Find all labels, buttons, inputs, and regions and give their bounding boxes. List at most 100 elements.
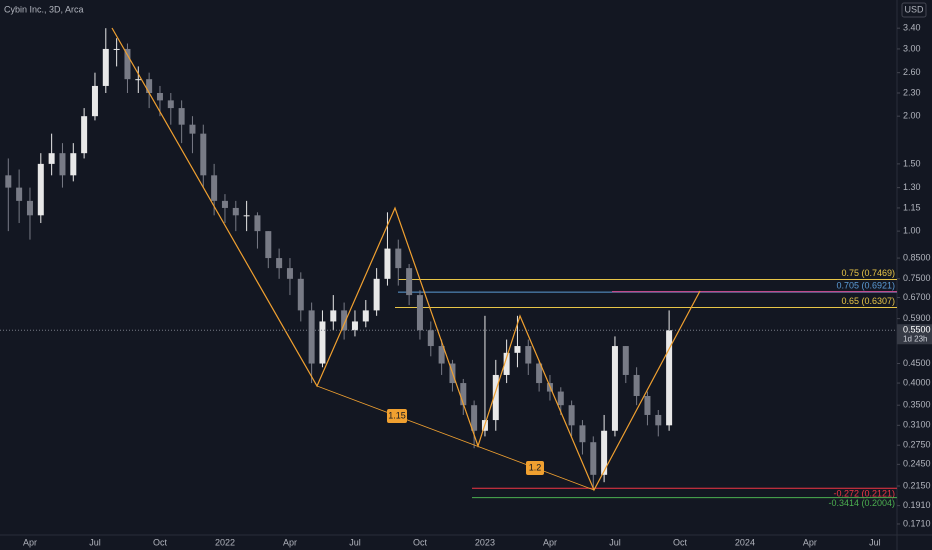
x-tick-label: 2022: [215, 537, 235, 547]
candle-body: [384, 248, 391, 279]
x-tick-label: Jul: [349, 537, 361, 547]
x-tick-label: Apr: [543, 537, 557, 547]
candle-body: [557, 391, 564, 406]
fib-label: -0.3414 (0.2004): [828, 498, 895, 508]
candle-body: [568, 405, 575, 426]
candle-body: [590, 442, 597, 475]
pattern-base: [316, 385, 595, 491]
fib-label: 0.75 (0.7469): [841, 268, 895, 278]
y-tick-label: 1.50: [903, 158, 921, 168]
candle-body: [666, 330, 673, 426]
currency[interactable]: USD: [904, 4, 924, 14]
candle-body: [622, 346, 629, 375]
y-tick-label: 1.15: [903, 202, 921, 212]
fib-label: -0.272 (0.2121): [833, 489, 895, 499]
candle-body: [200, 133, 207, 176]
currency-box[interactable]: [901, 2, 927, 18]
x-tick-label: Oct: [413, 537, 428, 547]
candle-body: [286, 268, 293, 279]
fib-label: 0.65 (0.6307): [841, 296, 895, 306]
y-tick-label: 0.7500: [903, 273, 931, 283]
candle-body: [297, 278, 304, 311]
x-tick-label: 2024: [735, 537, 755, 547]
candle-body: [37, 163, 44, 216]
candle-body: [276, 258, 283, 269]
y-tick-label: 0.8500: [903, 252, 931, 262]
candle-body: [471, 405, 478, 431]
y-tick-label: 0.2750: [903, 440, 931, 450]
y-tick-label: 2.30: [903, 87, 921, 97]
x-tick-label: Apr: [23, 537, 37, 547]
candle-body: [81, 116, 88, 154]
y-tick-label: 2.00: [903, 111, 921, 121]
x-tick-label: Apr: [283, 537, 297, 547]
candle-body: [124, 48, 131, 80]
candle-body: [492, 374, 499, 421]
pattern-label: 1.15: [388, 410, 406, 420]
y-tick-label: 3.00: [903, 43, 921, 53]
harmonic-pattern: 1.15 1.2: [111, 27, 701, 492]
y-tick-label: 0.2150: [903, 480, 931, 490]
candle-body: [178, 108, 185, 125]
candle-body: [308, 310, 315, 364]
countdown: 1d 23h: [903, 334, 927, 343]
candle-body: [330, 310, 337, 322]
candle-body: [525, 346, 532, 364]
candle-body: [514, 346, 521, 353]
candle-body: [536, 363, 543, 384]
candle-body: [265, 231, 272, 259]
x-tick-label: Oct: [153, 537, 168, 547]
candle-body: [91, 85, 98, 117]
pattern-label-box: [387, 409, 407, 423]
candle-body: [341, 310, 348, 331]
last-price-tag: [897, 324, 932, 345]
x-tick-label: Jul: [869, 537, 881, 547]
candle-body: [59, 153, 66, 176]
candle-body: [601, 430, 608, 475]
y-tick-label: 0.2450: [903, 459, 931, 469]
candle-body: [16, 187, 23, 201]
y-tick-label: 0.1910: [903, 500, 931, 510]
fib-layer: 0.75 (0.7469) 0.705 (0.6921) 0.65 (0.6307)…: [395, 268, 897, 508]
last-price-label: 0.5500: [903, 325, 931, 335]
y-tick-label: 0.6700: [903, 292, 931, 302]
candle-body: [189, 124, 196, 134]
candle-body: [416, 295, 423, 331]
candle-body: [644, 395, 651, 415]
y-tick-label: 0.4500: [903, 358, 931, 368]
y-tick-label: 0.4000: [903, 377, 931, 387]
y-tick-label: 3.40: [903, 23, 921, 33]
y-tick-label: 2.60: [903, 67, 921, 77]
candle-body: [48, 153, 55, 164]
chart-title: Cybin Inc., 3D, Arca: [4, 4, 84, 14]
x-tick-label: Apr: [803, 537, 817, 547]
candle-body: [167, 100, 174, 109]
candle-body: [319, 321, 326, 364]
candle-body: [135, 79, 142, 81]
candle-body: [146, 79, 153, 94]
candle-body: [655, 414, 662, 426]
candle-body: [611, 346, 618, 431]
candle-body: [113, 48, 120, 50]
pattern-label: 1.2: [529, 462, 542, 472]
candle-body: [438, 346, 445, 364]
candle-body: [70, 153, 77, 176]
axes: 3.40 3.00 2.60 2.30 2.00 1.50 1.30 1.15 1.00 0.85…: [0, 23, 932, 547]
y-tick-label: 0.1710: [903, 518, 931, 528]
candle-body: [351, 321, 358, 331]
candle-body: [156, 93, 163, 101]
candle-body: [406, 268, 413, 296]
candles: [5, 28, 673, 490]
y-tick-label: 0.3100: [903, 420, 931, 430]
y-tick-label: 0.3500: [903, 400, 931, 410]
candle-body: [503, 352, 510, 375]
candle-body: [5, 175, 12, 188]
candle-body: [232, 207, 239, 216]
y-tick-label: 0.5900: [903, 313, 931, 323]
candle-body: [221, 200, 228, 208]
candle-body: [243, 215, 250, 217]
pattern-label-box: [526, 461, 544, 475]
